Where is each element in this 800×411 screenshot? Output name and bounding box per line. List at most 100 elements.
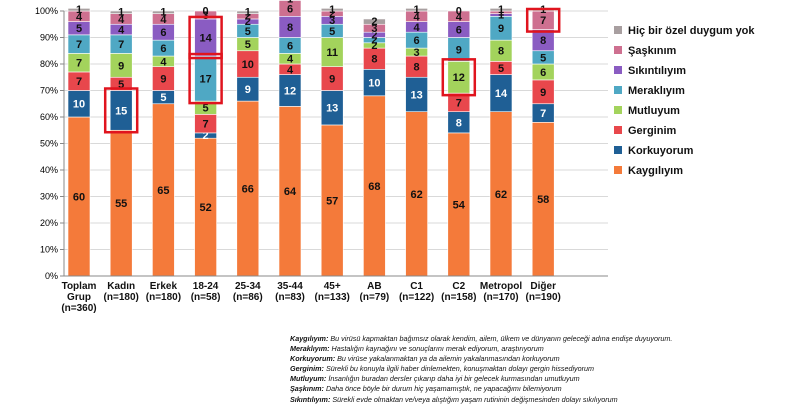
data-label: 2 (245, 11, 251, 23)
category-label: 25-34 (235, 281, 261, 292)
data-label: 2 (329, 8, 335, 20)
data-label: 5 (245, 39, 251, 51)
data-label: 4 (118, 14, 125, 26)
data-label: 3 (329, 15, 335, 27)
data-label: 6 (540, 67, 546, 79)
data-label: 4 (160, 56, 167, 68)
data-label: 4 (414, 22, 421, 34)
data-label: 4 (287, 54, 294, 66)
bars: 6010777541551559744165594664152275171430… (67, 0, 555, 277)
data-label: 64 (284, 186, 297, 198)
data-label: 5 (329, 26, 335, 38)
data-label: 12 (284, 85, 296, 97)
category-label: Metropol (480, 281, 522, 292)
definition-line: Sıkıntılıyım: Sürekli evde olmaktan ve/v… (290, 395, 795, 405)
definition-line: Kaygılıyım: Bu virüsü kapmaktan bağımsız… (290, 334, 795, 344)
y-tick-label: 100% (35, 6, 58, 16)
highlight-box (103, 87, 139, 134)
data-label: 8 (456, 117, 462, 129)
data-label: 7 (118, 39, 124, 51)
definition-term: Sıkıntılıyım: (290, 394, 331, 404)
data-label: 7 (76, 39, 82, 51)
data-label: 9 (456, 44, 462, 56)
data-label: 14 (199, 32, 212, 44)
definition-term: Şaşkınım: (290, 384, 324, 394)
data-label: 52 (199, 202, 211, 214)
data-label: 62 (495, 189, 507, 201)
data-label: 8 (287, 22, 293, 34)
definition-text: Sürekli evde olmaktan ve/veya alıştığım … (330, 394, 618, 404)
data-label: 5 (118, 79, 124, 91)
data-label: 9 (160, 74, 166, 86)
data-label: 12 (453, 72, 465, 84)
category-label: C2 (452, 281, 465, 292)
legend-label: Hiç bir özel duygum yok (628, 25, 755, 37)
legend-swatch (614, 106, 622, 114)
bar-segment (152, 10, 175, 14)
data-label: 5 (76, 23, 82, 35)
data-label: 5 (498, 63, 504, 75)
data-label: 6 (287, 40, 293, 52)
data-label: 10 (73, 99, 85, 111)
data-label: 1 (498, 7, 504, 19)
category-label: (n=79) (360, 292, 390, 303)
data-label: 6 (160, 43, 166, 55)
y-tick-label: 80% (40, 59, 58, 69)
data-label: 15 (115, 105, 127, 117)
data-label: 2 (371, 35, 377, 47)
y-tick-label: 60% (40, 112, 58, 122)
definition-term: Meraklıyım: (290, 344, 330, 354)
data-label: 1 (498, 4, 504, 16)
legend-swatch (614, 126, 622, 134)
bar-segment (363, 18, 386, 25)
category-label: (n=133) (315, 292, 350, 303)
legend-swatch (614, 46, 622, 54)
bar-segment (109, 10, 133, 14)
data-label: 65 (157, 185, 169, 197)
y-axis: 0% 10% 20% 30% 40% 50% 60% 70% 80% 90% 100% (35, 6, 65, 281)
legend-swatch (614, 146, 622, 154)
data-label: 7 (76, 76, 82, 88)
bar-segment (194, 10, 217, 20)
data-label: 7 (203, 119, 209, 131)
category-label: Grup (67, 292, 91, 303)
category-label: (n=190) (526, 292, 561, 303)
data-label: 5 (540, 52, 546, 64)
bar-segment (236, 10, 260, 14)
category-label: (n=83) (275, 292, 305, 303)
data-label: 0 (456, 5, 462, 17)
data-label: 4 (287, 64, 294, 76)
category-label: (n=170) (483, 292, 518, 303)
data-label: 7 (540, 108, 546, 120)
data-label: 2 (203, 130, 209, 142)
y-tick-label: 50% (40, 139, 58, 149)
y-tick-label: 90% (40, 33, 58, 43)
legend-label: Kaygılıyım (628, 165, 683, 177)
legend-label: Gerginim (628, 125, 677, 137)
data-label: 8 (540, 35, 546, 47)
highlight-box (441, 58, 477, 97)
data-label: 7 (456, 97, 462, 109)
data-label: 2 (245, 16, 251, 28)
data-label: 1 (118, 7, 124, 19)
y-tick-label: 40% (40, 165, 58, 175)
y-tick-label: 20% (40, 218, 58, 228)
category-label: (n=180) (146, 292, 181, 303)
legend-swatch (614, 86, 622, 94)
category-label: 18-24 (193, 281, 219, 292)
data-label: 4 (76, 11, 83, 23)
category-label: 35-44 (277, 281, 303, 292)
legend-label: Mutluyum (628, 105, 680, 117)
data-label: 8 (498, 46, 504, 58)
legend-label: Şaşkınım (628, 45, 677, 57)
data-label: 5 (203, 103, 209, 115)
bar-segment (447, 10, 471, 22)
category-label: Kadın (107, 281, 135, 292)
definition-text: Bu virüse yakalanmaktan ya da ailemin ya… (335, 354, 560, 364)
definition-text: Daha önce böyle bir durum hiç yaşamamışt… (323, 384, 562, 394)
definition-term: Korkuyorum: (290, 354, 336, 364)
category-label: (n=122) (399, 292, 434, 303)
data-label: 14 (495, 88, 508, 100)
highlight-boxes (103, 7, 561, 134)
